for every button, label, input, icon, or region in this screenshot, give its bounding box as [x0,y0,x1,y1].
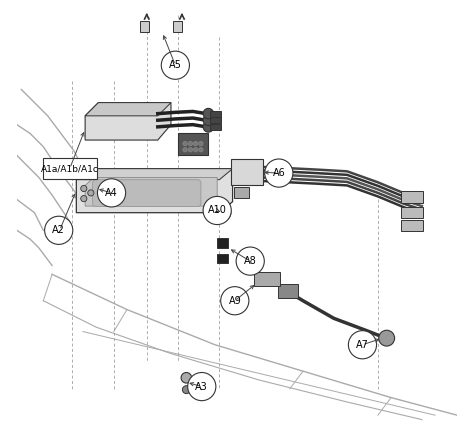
Text: A10: A10 [208,206,227,215]
Circle shape [181,373,191,383]
FancyBboxPatch shape [401,191,423,202]
Circle shape [219,208,228,217]
Text: A6: A6 [273,168,285,178]
FancyBboxPatch shape [92,180,201,206]
Text: A4: A4 [105,188,118,198]
Circle shape [81,186,87,191]
Circle shape [203,196,231,225]
Bar [210,117,221,123]
FancyBboxPatch shape [178,133,208,155]
Circle shape [188,141,192,146]
Circle shape [98,179,126,207]
FancyBboxPatch shape [401,220,423,231]
Circle shape [182,386,191,394]
Circle shape [193,148,198,152]
Circle shape [183,148,187,152]
Circle shape [265,159,293,187]
Text: A5: A5 [169,60,182,70]
Circle shape [379,330,394,346]
Circle shape [348,330,376,359]
Text: A1a/A1b/A1c: A1a/A1b/A1c [41,164,99,173]
Circle shape [188,148,192,152]
Circle shape [203,121,214,132]
Text: A3: A3 [195,381,208,392]
Circle shape [88,190,94,196]
Circle shape [215,205,231,221]
Polygon shape [85,103,171,116]
Bar [173,21,182,32]
FancyBboxPatch shape [43,158,97,179]
Polygon shape [85,103,171,140]
Circle shape [221,287,249,315]
FancyBboxPatch shape [254,272,280,286]
Circle shape [188,373,216,400]
FancyBboxPatch shape [401,206,423,218]
Circle shape [203,115,214,125]
Bar [140,21,149,32]
Bar [217,238,228,248]
Polygon shape [76,169,233,180]
Circle shape [193,141,198,146]
FancyBboxPatch shape [277,284,298,298]
Text: A9: A9 [228,296,241,306]
Text: A8: A8 [244,256,256,266]
FancyBboxPatch shape [234,187,249,198]
Circle shape [183,141,187,146]
FancyBboxPatch shape [231,159,263,186]
Polygon shape [76,169,233,213]
Bar [210,111,221,117]
Text: A2: A2 [52,225,65,235]
Circle shape [203,109,214,119]
Bar [217,254,228,263]
Circle shape [45,216,73,245]
Circle shape [236,247,264,275]
Circle shape [81,195,87,202]
Bar [210,124,221,130]
Circle shape [199,141,203,146]
Polygon shape [85,178,217,206]
Circle shape [199,148,203,152]
Circle shape [161,51,190,79]
Text: A7: A7 [356,340,369,350]
